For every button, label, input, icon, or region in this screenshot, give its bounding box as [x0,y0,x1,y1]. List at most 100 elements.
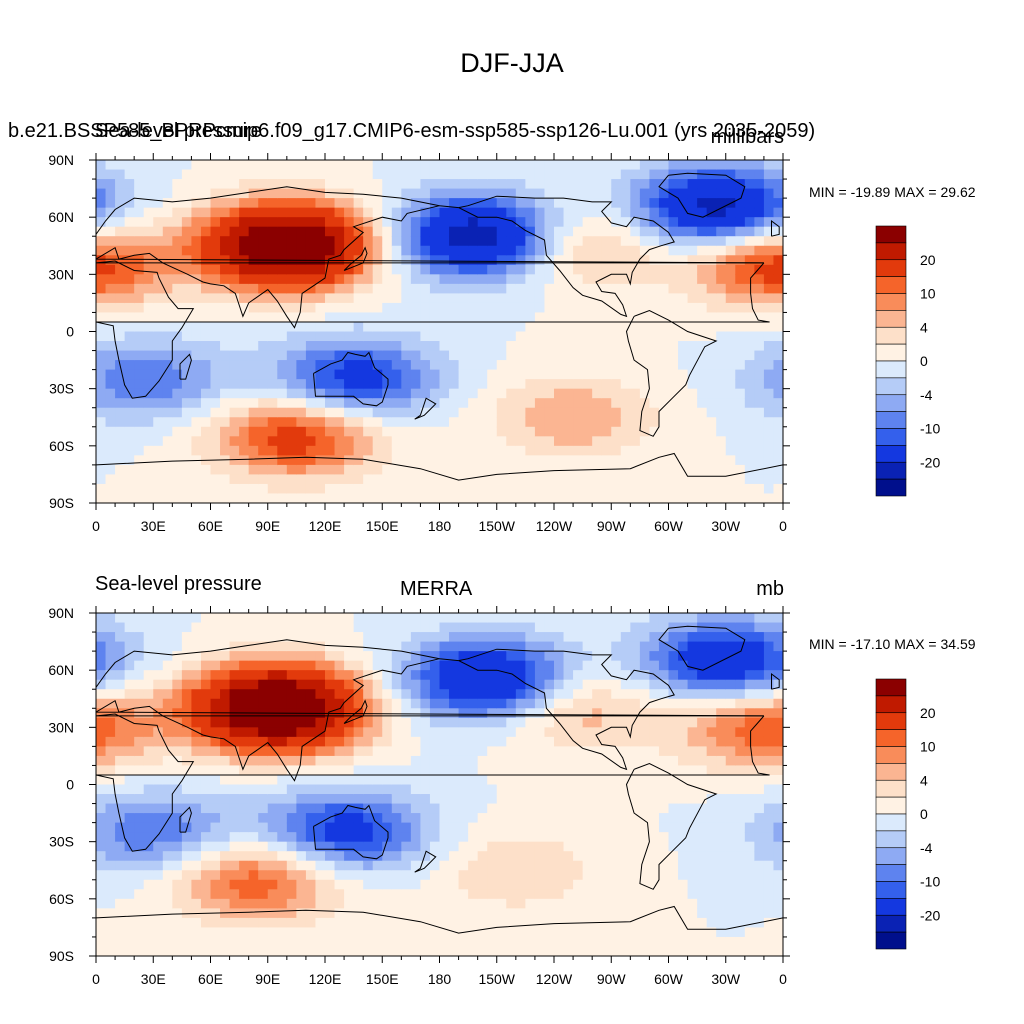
field-cell [229,794,240,805]
field-cell [773,398,783,409]
field-cell [277,283,288,294]
field-cell [258,917,269,929]
field-cell [468,879,479,890]
field-cell [220,274,231,285]
field-cell [439,889,450,900]
field-cell [420,641,431,652]
field-cell [506,622,517,633]
field-cell [143,755,154,767]
field-cell [534,255,546,266]
field-cell [296,312,307,323]
field-cell [439,398,450,409]
field-cell [678,207,689,218]
field-cell [248,274,259,285]
field-cell [353,331,364,342]
field-cell [239,689,250,700]
field-cell [477,613,488,624]
field-cell [296,226,307,237]
field-cell [630,632,641,643]
field-cell [620,331,631,342]
field-cell [678,765,689,776]
field-cell [258,927,269,938]
field-cell [658,169,670,180]
field-cell [658,774,670,786]
field-cell [506,245,517,256]
field-cell [191,398,202,409]
field-cell [105,274,116,285]
field-cell [763,464,775,476]
field-cell [363,698,374,709]
field-cell [286,632,297,643]
field-cell [487,426,498,437]
colorbar-label: 0 [920,353,928,369]
field-cell [468,464,479,476]
field-cell [296,774,307,786]
field-cell [487,455,498,466]
field-cell [172,660,183,671]
field-cell [582,927,593,938]
field-cell [334,613,345,624]
field-cell [649,360,660,371]
field-cell [191,651,202,662]
field-cell [286,908,297,919]
field-cell [96,774,107,786]
field-cell [534,445,546,456]
field-cell [391,321,402,333]
field-cell [248,898,259,909]
field-cell [582,708,593,719]
field-cell [592,641,603,652]
field-cell [754,417,765,428]
field-cells [96,160,783,503]
field-cell [611,198,622,209]
field-cell [305,264,317,275]
field-cell [506,736,517,747]
field-cell [754,360,765,371]
field-cell [639,689,651,700]
field-cell [200,341,212,352]
field-cell [325,717,336,728]
field-cell [191,851,202,862]
field-cell [429,417,441,428]
field-cell [277,493,288,503]
field-cell [506,660,517,671]
field-cell [544,889,555,900]
field-cell [515,179,526,190]
field-cell [534,908,546,919]
field-cell [439,493,450,503]
field-cell [172,908,183,919]
field-cell [115,321,126,333]
field-cell [181,727,193,738]
field-cell [124,398,135,409]
field-cell [239,889,250,900]
field-cell [96,369,107,380]
field-cell [506,717,517,728]
field-cell [124,331,135,342]
field-cell [143,360,154,371]
field-cell [582,774,593,786]
field-cell [458,483,469,495]
field-cell [267,813,278,824]
field-cell [162,379,173,390]
field-cell [563,388,574,399]
field-cell [678,321,689,333]
field-cell [449,426,460,437]
field-cell [267,698,278,709]
field-cell [124,670,135,681]
field-cell [172,651,183,662]
field-cell [134,274,145,285]
field-cell [410,936,422,948]
field-cell [554,670,565,681]
field-cell [735,464,746,476]
field-cell [96,493,107,503]
field-cell [496,727,507,738]
field-cell [191,226,202,237]
field-cell [181,207,193,218]
field-cell [410,293,422,304]
field-cell [678,622,689,633]
field-cell [573,670,584,681]
field-cell [267,936,278,948]
field-cell [716,217,727,228]
field-cell [639,679,651,690]
field-cell [286,727,297,738]
field-cell [382,312,393,323]
